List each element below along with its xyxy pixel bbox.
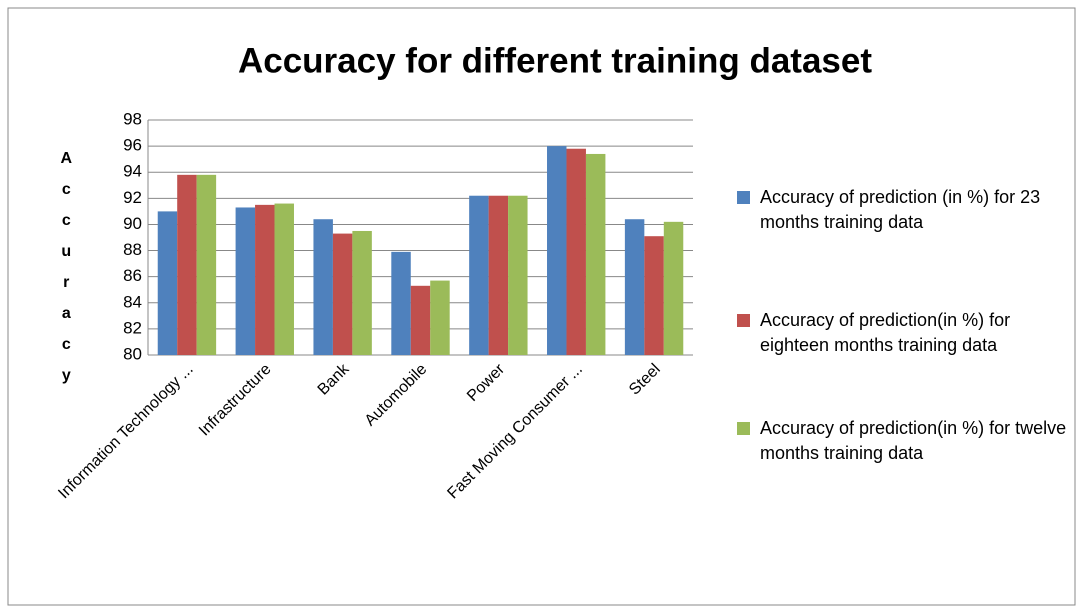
y-tick-label: 94 bbox=[123, 162, 142, 181]
legend-entry: Accuracy of prediction (in %) for 23 mon… bbox=[737, 185, 1067, 235]
bar bbox=[410, 285, 431, 355]
legend-label: Accuracy of prediction(in %) for twelve … bbox=[760, 418, 1067, 463]
legend-label: Accuracy of prediction (in %) for 23 mon… bbox=[760, 187, 1041, 232]
y-tick-label: 98 bbox=[123, 109, 142, 128]
y-tick-label: 82 bbox=[123, 318, 142, 337]
bar bbox=[624, 219, 645, 355]
y-tick-label: 92 bbox=[123, 188, 142, 207]
legend-swatch bbox=[737, 191, 750, 204]
bar bbox=[391, 251, 411, 355]
y-axis-label: Accuracy bbox=[58, 150, 75, 398]
bar bbox=[332, 233, 353, 355]
bar bbox=[196, 174, 217, 355]
legend-entry: Accuracy of prediction(in %) for eightee… bbox=[737, 308, 1067, 358]
bar bbox=[313, 219, 333, 355]
legend-entry: Accuracy of prediction(in %) for twelve … bbox=[737, 416, 1067, 466]
bar bbox=[235, 207, 256, 355]
bar bbox=[508, 195, 528, 355]
bar bbox=[430, 280, 450, 355]
y-tick-label: 88 bbox=[123, 240, 142, 259]
legend-swatch bbox=[737, 422, 750, 435]
bar bbox=[566, 148, 586, 355]
y-tick-label: 90 bbox=[123, 214, 142, 233]
bar bbox=[644, 236, 664, 355]
bar bbox=[547, 146, 567, 355]
bar bbox=[255, 204, 275, 355]
y-tick-label: 96 bbox=[123, 136, 142, 155]
y-tick-label: 80 bbox=[123, 344, 142, 363]
y-tick-label: 86 bbox=[123, 266, 142, 285]
bar bbox=[274, 203, 294, 355]
bar bbox=[488, 195, 509, 355]
bar bbox=[469, 195, 489, 355]
y-tick-label: 84 bbox=[123, 292, 142, 311]
bar bbox=[663, 221, 684, 355]
bar bbox=[352, 230, 372, 355]
legend-label: Accuracy of prediction(in %) for eightee… bbox=[760, 310, 1011, 355]
bar bbox=[177, 174, 197, 355]
bar bbox=[157, 211, 178, 355]
chart-title: Accuracy for different training dataset bbox=[238, 41, 872, 80]
bar bbox=[585, 153, 606, 355]
legend-swatch bbox=[737, 314, 750, 327]
